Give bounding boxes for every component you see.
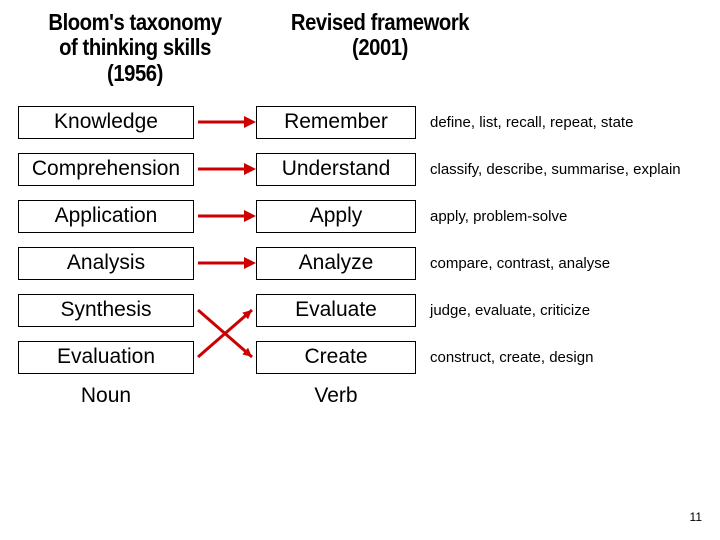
revised-term-box: Understand [256, 153, 416, 186]
header-section: Bloom's taxonomy of thinking skills (195… [0, 0, 720, 106]
revised-term-box: Apply [256, 200, 416, 233]
arrow-cell [194, 154, 256, 184]
arrow-right-icon [194, 201, 256, 231]
header-left-line2: of thinking skills (1956) [34, 35, 236, 86]
header-right: Revised framework (2001) [274, 10, 485, 86]
arrow-right-icon [194, 248, 256, 278]
revised-term-box: Create [256, 341, 416, 374]
revised-term-box: Evaluate [256, 294, 416, 327]
footer-noun: Noun [18, 384, 194, 408]
arrow-cell [194, 248, 256, 278]
example-verbs: define, list, recall, repeat, state [416, 114, 710, 131]
revised-term-box: Analyze [256, 247, 416, 280]
example-verbs: compare, contrast, analyse [416, 255, 710, 272]
original-term-box: Application [18, 200, 194, 233]
header-right-line2: (2001) [274, 35, 485, 60]
arrow-right-icon [194, 107, 256, 137]
revised-term-box: Remember [256, 106, 416, 139]
example-verbs: judge, evaluate, criticize [416, 302, 710, 319]
example-verbs: apply, problem-solve [416, 208, 710, 225]
table-row: Application Applyapply, problem-solve [18, 200, 710, 233]
original-term-box: Analysis [18, 247, 194, 280]
page-number: 11 [690, 510, 702, 524]
table-row: Evaluation Createconstruct, create, desig… [18, 341, 710, 374]
header-left-line1: Bloom's taxonomy [34, 10, 236, 35]
header-right-line1: Revised framework [274, 10, 485, 35]
rows-container: Knowledge Rememberdefine, list, recall, r… [0, 106, 720, 374]
original-term-box: Knowledge [18, 106, 194, 139]
table-row: Analysis Analyzecompare, contrast, analys… [18, 247, 710, 280]
original-term-box: Comprehension [18, 153, 194, 186]
table-row: Knowledge Rememberdefine, list, recall, r… [18, 106, 710, 139]
original-term-box: Evaluation [18, 341, 194, 374]
header-left: Bloom's taxonomy of thinking skills (195… [34, 10, 236, 86]
footer-row: Noun Verb [0, 384, 720, 408]
arrow-cell [194, 295, 256, 325]
arrow-cell [194, 107, 256, 137]
original-term-box: Synthesis [18, 294, 194, 327]
table-row: Comprehension Understandclassify, describ… [18, 153, 710, 186]
arrow-cell [194, 342, 256, 372]
footer-verb: Verb [256, 384, 416, 408]
arrow-cell [194, 201, 256, 231]
table-row: Synthesis Evaluatejudge, evaluate, critic… [18, 294, 710, 327]
arrow-right-icon [194, 154, 256, 184]
example-verbs: classify, describe, summarise, explain [416, 161, 710, 178]
example-verbs: construct, create, design [416, 349, 710, 366]
